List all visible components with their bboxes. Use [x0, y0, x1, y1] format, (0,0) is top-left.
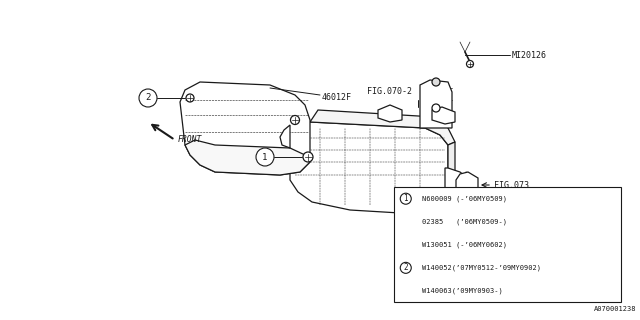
Text: MI20126: MI20126 [512, 51, 547, 60]
Polygon shape [420, 80, 452, 128]
Circle shape [291, 116, 300, 124]
Circle shape [467, 60, 474, 68]
Text: A070001238: A070001238 [593, 306, 636, 312]
Polygon shape [185, 140, 310, 175]
Circle shape [303, 152, 313, 162]
Polygon shape [378, 105, 402, 122]
Circle shape [256, 148, 274, 166]
Circle shape [400, 193, 412, 204]
Text: FRONT: FRONT [178, 135, 202, 144]
Circle shape [139, 89, 157, 107]
Text: 2: 2 [403, 263, 408, 272]
Text: FIG.070-2: FIG.070-2 [367, 87, 413, 96]
Text: 02385   (’06MY0509-): 02385 (’06MY0509-) [422, 219, 507, 225]
Polygon shape [295, 125, 445, 212]
Circle shape [432, 104, 440, 112]
Polygon shape [310, 110, 455, 145]
Polygon shape [290, 122, 448, 213]
Text: W130051 (-’06MY0602): W130051 (-’06MY0602) [422, 242, 507, 248]
Bar [394, 187, 621, 302]
Text: N600009 (-’06MY0509): N600009 (-’06MY0509) [422, 196, 507, 202]
Polygon shape [456, 172, 478, 198]
Text: 46012F: 46012F [322, 93, 352, 102]
Text: FIG.073: FIG.073 [494, 180, 529, 189]
Text: W140052(’07MY0512-’09MY0902): W140052(’07MY0512-’09MY0902) [422, 265, 541, 271]
Polygon shape [445, 168, 470, 200]
Circle shape [186, 94, 194, 102]
Text: 1: 1 [262, 153, 268, 162]
Text: W140063(’09MY0903-): W140063(’09MY0903-) [422, 288, 502, 294]
Polygon shape [448, 142, 455, 198]
Circle shape [432, 78, 440, 86]
Circle shape [400, 262, 412, 273]
Text: 1: 1 [403, 194, 408, 203]
Polygon shape [180, 82, 310, 175]
Polygon shape [280, 125, 290, 148]
Polygon shape [432, 107, 455, 124]
Text: 2: 2 [145, 93, 150, 102]
